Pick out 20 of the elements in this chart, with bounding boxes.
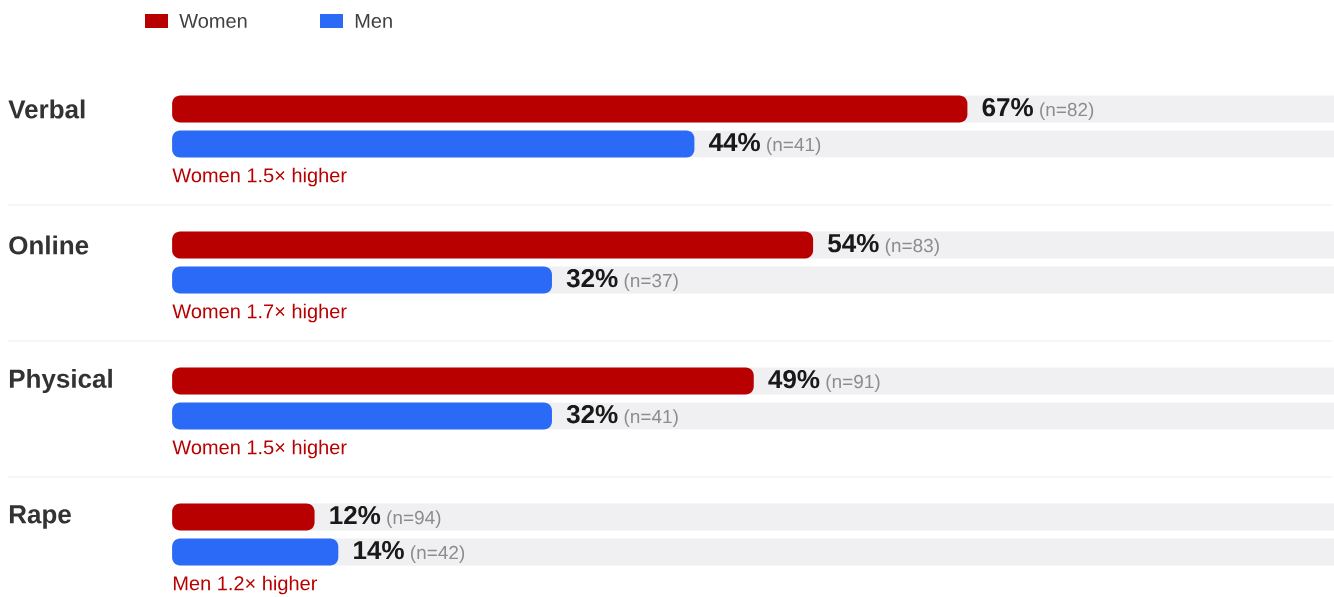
data-label: 67% (n=82) — [982, 97, 1094, 121]
data-label: 32% (n=41) — [566, 404, 678, 428]
annotation: Men 1.2× higher — [173, 575, 318, 595]
data-label: 49% (n=91) — [768, 369, 880, 393]
y-tick-label: Verbal — [8, 99, 85, 119]
legend-label: Men — [355, 14, 392, 28]
y-tick-label: Rape — [9, 505, 71, 529]
annotation: Women 1.5× higher — [172, 439, 347, 459]
data-label: 32% (n=37) — [566, 268, 678, 292]
y-tick-label: Physical — [9, 368, 112, 394]
data-label: 44% (n=41) — [708, 132, 821, 156]
annotation: Women 1.5× higher — [172, 167, 347, 187]
data-label: 12% (n=94) — [330, 505, 441, 529]
y-tick-label: Online — [9, 235, 89, 255]
bar — [172, 503, 315, 531]
legend-label: Women — [179, 14, 247, 28]
annotation: Women 1.7× higher — [172, 303, 347, 323]
data-label: 14% (n=42) — [354, 540, 465, 564]
data-label: 54% (n=83) — [828, 233, 939, 257]
bar — [172, 538, 339, 566]
